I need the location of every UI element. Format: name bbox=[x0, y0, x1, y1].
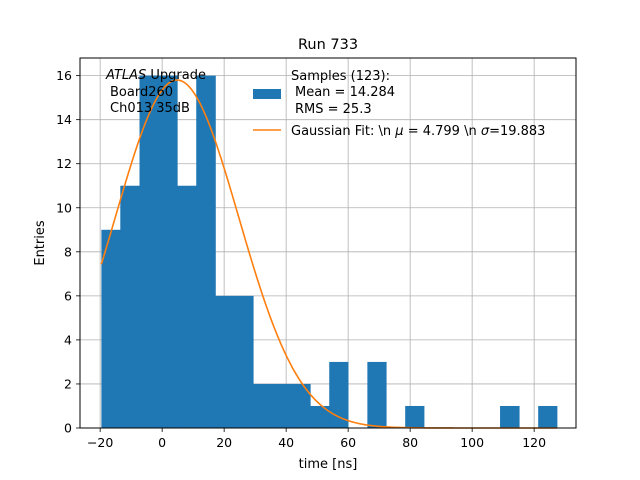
x-tick-label: 60 bbox=[340, 435, 356, 450]
legend-fit-label: Gaussian Fit: \n μ = 4.799 \n σ=19.883 bbox=[291, 124, 545, 139]
legend-fit-sigma-symbol: σ bbox=[481, 124, 490, 139]
histogram-bar bbox=[158, 75, 178, 428]
histogram-bar bbox=[367, 361, 387, 428]
y-tick-label: 16 bbox=[56, 68, 72, 83]
histogram-bar bbox=[120, 185, 140, 428]
x-tick-label: −20 bbox=[87, 435, 113, 450]
x-axis-label: time [ns] bbox=[299, 457, 358, 472]
atlas-annotation-line3: Ch013 35dB bbox=[110, 101, 190, 116]
histogram-bar bbox=[310, 405, 330, 428]
histogram-bar bbox=[405, 405, 425, 428]
x-tick-label: 80 bbox=[402, 435, 418, 450]
histogram-bar bbox=[500, 405, 520, 428]
histogram-bar bbox=[329, 361, 349, 428]
y-axis-label: Entries bbox=[33, 220, 48, 266]
atlas-upgrade-text: Upgrade bbox=[146, 68, 206, 83]
x-tick-label: 40 bbox=[278, 435, 294, 450]
y-tick-label: 10 bbox=[56, 200, 72, 215]
x-tick-label: 100 bbox=[460, 435, 484, 450]
atlas-annotation-line1: ATLAS Upgrade bbox=[105, 68, 206, 83]
legend-histogram-swatch bbox=[253, 89, 281, 99]
y-tick-label: 14 bbox=[56, 112, 72, 127]
y-tick-label: 0 bbox=[64, 421, 72, 436]
histogram-bar bbox=[291, 383, 311, 428]
histogram-bars bbox=[101, 75, 558, 428]
atlas-italic-text: ATLAS bbox=[105, 68, 146, 83]
legend-fit-mu-symbol: μ bbox=[394, 124, 403, 139]
y-tick-label: 4 bbox=[64, 332, 72, 347]
legend-fit-prefix: Gaussian Fit: \n bbox=[291, 124, 395, 139]
legend-histogram-label-line2: Mean = 14.284 bbox=[295, 85, 395, 100]
x-axis-ticks: −20 0 20 40 60 80 100 120 bbox=[87, 428, 546, 450]
y-tick-label: 2 bbox=[64, 376, 72, 391]
y-axis-ticks: 0 2 4 6 8 10 12 14 16 bbox=[56, 68, 80, 436]
y-tick-label: 8 bbox=[64, 244, 72, 259]
histogram-bar bbox=[253, 383, 273, 428]
legend-fit-mu-value: = 4.799 \n bbox=[404, 124, 481, 139]
histogram-bar bbox=[139, 75, 159, 428]
histogram-bar bbox=[234, 295, 254, 428]
atlas-annotation-line2: Board260 bbox=[110, 85, 173, 100]
legend-histogram-label-line1: Samples (123): bbox=[291, 69, 390, 84]
histogram-bar bbox=[272, 383, 292, 428]
x-tick-label: 120 bbox=[522, 435, 546, 450]
y-tick-label: 12 bbox=[56, 156, 72, 171]
y-tick-label: 6 bbox=[64, 288, 72, 303]
plot-frame bbox=[79, 57, 577, 429]
chart-title: Run 733 bbox=[298, 37, 358, 53]
legend-histogram-label-line3: RMS = 25.3 bbox=[295, 102, 372, 117]
histogram-bar bbox=[177, 185, 197, 428]
histogram-bar bbox=[101, 229, 121, 428]
histogram-bar bbox=[196, 75, 216, 428]
histogram-bar bbox=[538, 405, 558, 428]
x-tick-label: 0 bbox=[158, 435, 166, 450]
x-tick-label: 20 bbox=[216, 435, 232, 450]
legend: Samples (123): Mean = 14.284 RMS = 25.3 … bbox=[253, 69, 545, 139]
histogram-bar bbox=[215, 295, 235, 428]
legend-fit-sigma-value: =19.883 bbox=[489, 124, 545, 139]
